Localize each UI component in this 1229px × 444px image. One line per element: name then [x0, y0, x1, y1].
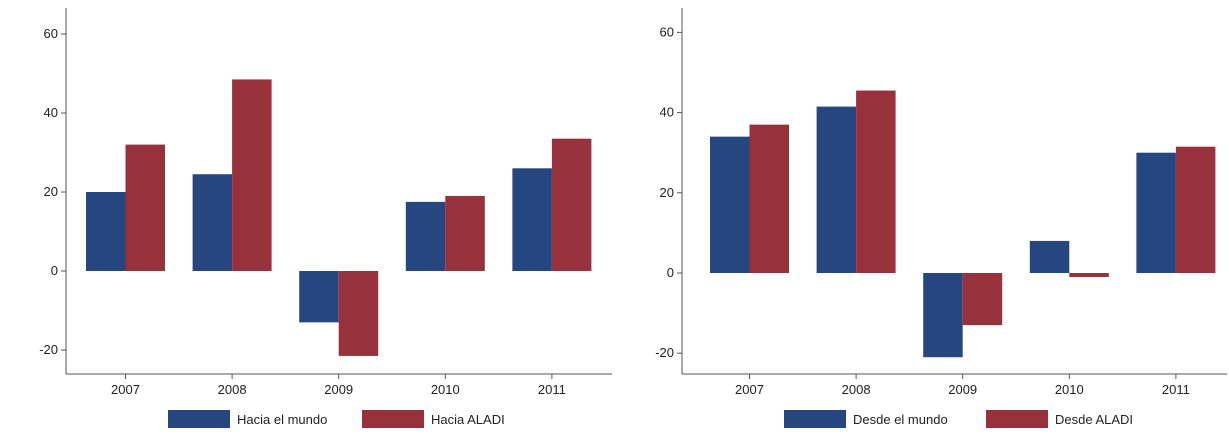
y-tick-label: 40	[660, 105, 674, 120]
y-tick-label: 60	[660, 24, 674, 39]
bar	[816, 106, 857, 274]
bar	[551, 138, 592, 271]
legend-label: Desde el mundo	[853, 412, 948, 427]
y-tick-label: 0	[51, 263, 58, 278]
legend-label: Hacia el mundo	[237, 412, 327, 427]
bar	[749, 124, 789, 273]
bar	[192, 174, 233, 271]
legend-label: Hacia ALADI	[431, 412, 505, 427]
x-tick-label: 2008	[842, 382, 871, 397]
x-tick-label: 2007	[111, 382, 140, 397]
bar	[923, 273, 963, 358]
y-tick-label: 20	[660, 185, 674, 200]
bar	[405, 201, 446, 271]
x-tick-label: 2007	[735, 382, 764, 397]
x-tick-label: 2009	[948, 382, 977, 397]
bar	[1175, 146, 1216, 273]
chart-right-svg: 60 40 20 0 -20 2007 2008 2009 2010 2011 Desde el m…	[655, 8, 1227, 428]
x-tick-label: 2011	[538, 382, 566, 397]
bar	[125, 144, 165, 271]
bar	[710, 136, 750, 273]
x-tick-label: 2011	[1162, 382, 1190, 397]
bar	[962, 273, 1003, 326]
y-tick-label: 60	[44, 26, 58, 41]
bar	[232, 79, 272, 271]
bar	[1069, 273, 1109, 278]
x-tick-label: 2010	[431, 382, 460, 397]
y-tick-label: 0	[667, 265, 674, 280]
y-tick-label: 20	[44, 184, 58, 199]
chart-left-svg: 60 40 20 0 -20 2007 2008 2009 2010 2011 Hacia el m…	[39, 8, 612, 428]
legend-label: Desde ALADI	[1055, 412, 1133, 427]
legend-swatch	[986, 410, 1048, 428]
bar	[299, 271, 339, 323]
bar	[1029, 240, 1070, 273]
bar	[338, 271, 379, 356]
legend-swatch	[784, 410, 846, 428]
bar	[1136, 152, 1176, 273]
y-tick-label: -20	[39, 342, 58, 357]
x-tick-label: 2010	[1055, 382, 1084, 397]
y-tick-label: -20	[655, 345, 674, 360]
x-tick-label: 2009	[324, 382, 353, 397]
bar	[445, 195, 485, 271]
x-tick-label: 2008	[218, 382, 247, 397]
bar	[856, 90, 896, 273]
legend-swatch	[362, 410, 424, 428]
y-tick-label: 40	[44, 105, 58, 120]
bar	[512, 168, 552, 271]
legend-swatch	[168, 410, 230, 428]
bar	[86, 192, 126, 271]
chart-left: 60 40 20 0 -20 2007 2008 2009 2010 2011 Hacia el m…	[0, 0, 614, 444]
chart-right: 60 40 20 0 -20 2007 2008 2009 2010 2011 Desde el m…	[614, 0, 1229, 444]
